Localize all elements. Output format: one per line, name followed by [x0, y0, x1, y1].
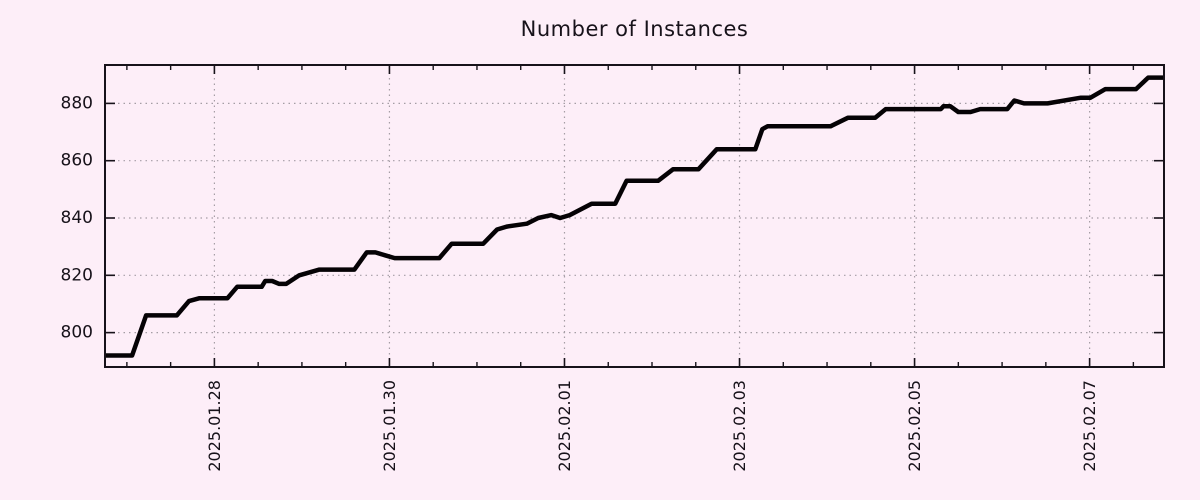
x-tick-label: 2025.02.05: [905, 380, 924, 472]
x-tick-label: 2025.02.07: [1080, 380, 1099, 472]
x-tick-label: 2025.01.30: [380, 380, 399, 472]
y-tick-label: 860: [61, 151, 93, 171]
data-series-line: [105, 75, 1164, 358]
y-tick-label: 880: [61, 93, 93, 113]
plot-border: [104, 64, 1165, 368]
y-tick-label: 820: [61, 265, 93, 285]
x-tick-label: 2025.01.28: [205, 380, 224, 472]
x-tick-label: 2025.02.03: [730, 380, 749, 472]
chart-title: Number of Instances: [520, 17, 749, 41]
y-tick-label: 840: [61, 208, 93, 228]
y-tick-label: 800: [61, 323, 93, 343]
x-tick-label: 2025.02.01: [555, 380, 574, 472]
